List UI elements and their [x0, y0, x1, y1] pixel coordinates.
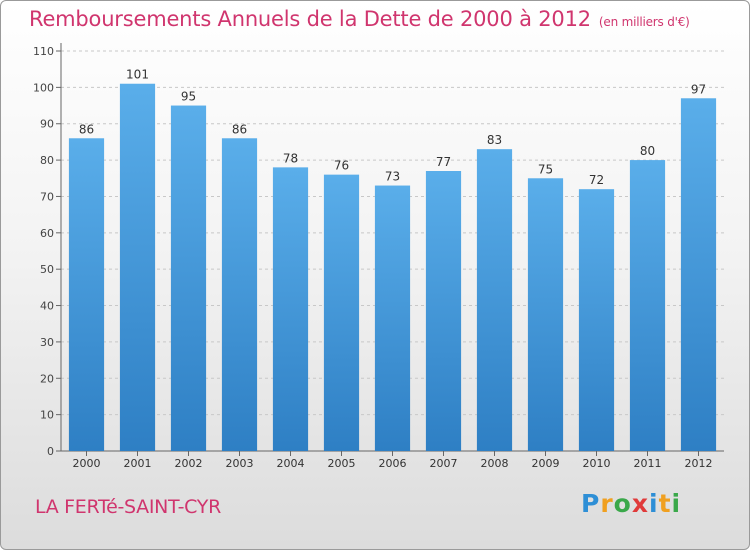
bar-value-label: 78: [283, 151, 298, 165]
bar-value-label: 83: [487, 133, 502, 147]
logo-letter: P: [581, 489, 601, 518]
bar: [425, 171, 462, 451]
x-tick-label: 2007: [430, 457, 458, 470]
bars: [68, 83, 717, 452]
y-tick-label: 30: [40, 336, 54, 349]
bar: [476, 149, 513, 451]
x-tick-label: 2003: [226, 457, 254, 470]
x-tick-label: 2010: [583, 457, 611, 470]
y-tick-label: 80: [40, 154, 54, 167]
bar-value-label: 97: [691, 82, 706, 96]
chart-title-text: Remboursements Annuels de la Dette de 20…: [29, 7, 591, 31]
bar-value-label: 77: [436, 155, 451, 169]
bar: [374, 185, 411, 451]
commune-name: LA FERTé-SAINT-CYR: [35, 496, 222, 518]
y-tick-label: 20: [40, 372, 54, 385]
x-tick-label: 2011: [634, 457, 662, 470]
chart-unit: (en milliers d'€): [598, 15, 690, 29]
y-tick-label: 50: [40, 263, 54, 276]
bar-value-label: 95: [181, 90, 196, 104]
logo-letter: r: [600, 489, 614, 518]
bar-value-label: 101: [126, 68, 149, 82]
x-tick-label: 2002: [175, 457, 203, 470]
bar-value-label: 86: [79, 122, 94, 136]
bar: [119, 83, 156, 452]
bar: [170, 105, 207, 451]
bar-value-label: 86: [232, 122, 247, 136]
x-tick-label: 2004: [277, 457, 305, 470]
bar: [578, 189, 615, 451]
bar-value-label: 75: [538, 162, 553, 176]
x-tick-label: 2009: [532, 457, 560, 470]
y-tick-label: 100: [33, 81, 54, 94]
bar: [323, 174, 360, 452]
y-tick-label: 10: [40, 409, 54, 422]
logo-letter: x: [631, 489, 649, 518]
bar: [272, 167, 309, 451]
y-tick-label: 110: [33, 45, 54, 58]
bar-value-label: 80: [640, 144, 655, 158]
bar-value-label: 73: [385, 170, 400, 184]
bar: [680, 98, 717, 451]
x-tick-label: 2008: [481, 457, 509, 470]
bar-value-label: 72: [589, 173, 604, 187]
y-tick-label: 40: [40, 300, 54, 313]
y-tick-label: 0: [47, 445, 54, 458]
x-tick-label: 2006: [379, 457, 407, 470]
data-labels: 86 101 95 86 78 76 73 77 83 75 72 80 97: [79, 68, 706, 187]
bar: [527, 178, 564, 452]
y-tick-label: 60: [40, 227, 54, 240]
y-tick-label: 90: [40, 118, 54, 131]
proxiti-logo: Proxiti: [581, 489, 681, 518]
logo-letter: i: [671, 489, 682, 518]
bar: [68, 138, 105, 452]
bar-value-label: 76: [334, 159, 349, 173]
logo-letter: t: [658, 489, 672, 518]
y-tick-label: 70: [40, 190, 54, 203]
logo-letter: o: [613, 489, 632, 518]
logo-letter: i: [649, 489, 659, 518]
x-tick-label: 2000: [73, 457, 101, 470]
x-tick-label: 2005: [328, 457, 356, 470]
bar: [629, 160, 666, 451]
x-tick-label: 2001: [124, 457, 152, 470]
x-tick-label: 2012: [685, 457, 713, 470]
bar: [221, 138, 258, 452]
chart-title: Remboursements Annuels de la Dette de 20…: [29, 7, 690, 31]
